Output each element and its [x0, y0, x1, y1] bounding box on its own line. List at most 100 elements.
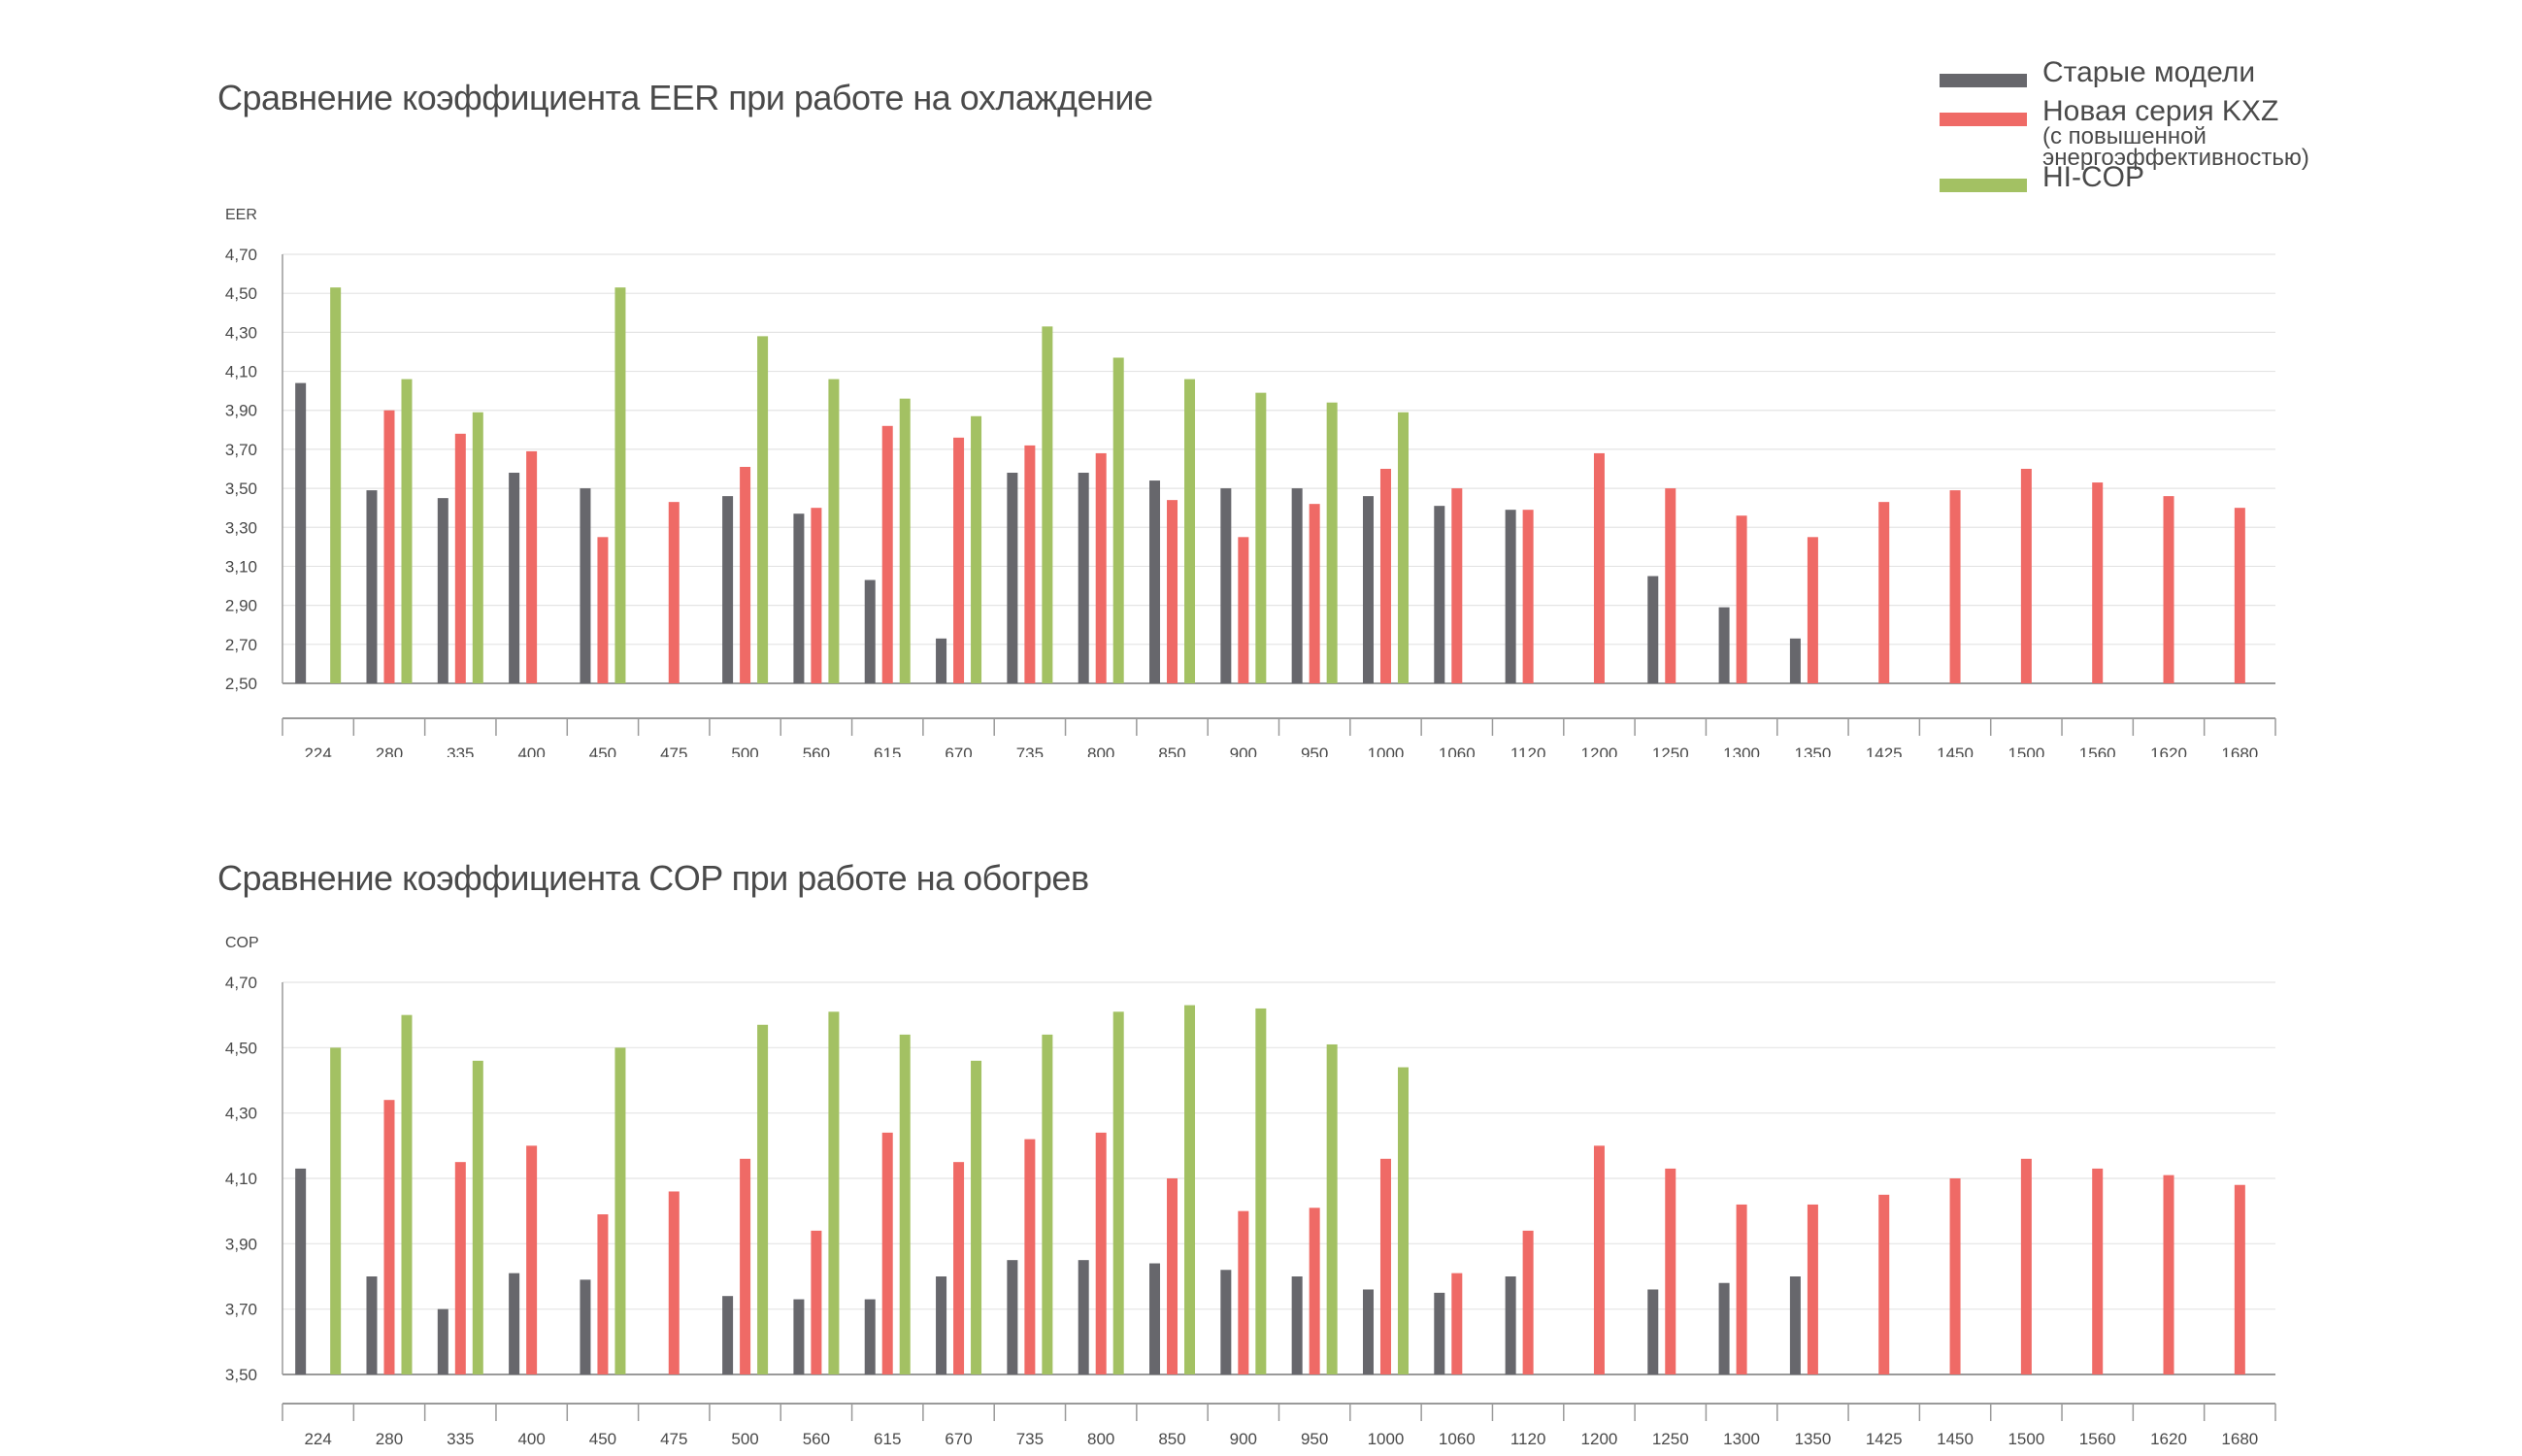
eer-y-tick-label: 3,70	[225, 441, 257, 459]
eer-bar-old	[1291, 488, 1303, 683]
eer-bar-old	[1434, 506, 1445, 683]
cop-bar-chart: COP 3,50 3,70 3,90 4,10 4,30 4,50 4,70 224 280 335…	[225, 935, 2276, 1446]
eer-x-tick-label: 1300	[1723, 745, 1760, 757]
eer-x-tick-label: 1200	[1581, 745, 1618, 757]
eer-y-tick-label: 2,90	[225, 597, 257, 615]
cop-x-tick-label: 850	[1158, 1430, 1185, 1446]
eer-bar-chart: EER 2,50 2,70 2,90 3,10 3,30 3,50 3,70 3,90 4,10 4…	[225, 207, 2276, 757]
cop-bar-old	[366, 1276, 378, 1374]
eer-y-tick-label: 3,30	[225, 518, 257, 537]
eer-bar-kxz	[1451, 488, 1463, 683]
cop-x-tick-label: 1000	[1368, 1430, 1405, 1446]
cop-bar-old	[793, 1299, 805, 1374]
eer-y-tick-label: 4,10	[225, 363, 257, 381]
eer-x-tick-label: 280	[376, 745, 403, 757]
eer-bar-kxz	[383, 410, 395, 683]
eer-x-tick-label: 800	[1087, 745, 1114, 757]
eer-bar-old	[1718, 607, 1730, 683]
eer-bar-hicop	[1397, 412, 1409, 683]
eer-x-tick-label: 1250	[1652, 745, 1689, 757]
cop-bar-old	[864, 1299, 876, 1374]
eer-bar-hicop	[1184, 379, 1196, 683]
cop-bar-old	[1078, 1260, 1089, 1374]
eer-bar-kxz	[1095, 452, 1107, 683]
eer-bar-kxz	[953, 437, 965, 683]
eer-x-tick-label: 1120	[1510, 745, 1546, 757]
eer-bar-kxz	[740, 466, 751, 683]
cop-bar-kxz	[2234, 1184, 2245, 1374]
eer-bar-old	[295, 382, 307, 683]
eer-bar-hicop	[1326, 402, 1338, 683]
eer-bar-hicop	[1255, 392, 1267, 683]
eer-x-tick-label: 1560	[2079, 745, 2116, 757]
eer-bar-kxz	[2163, 496, 2174, 683]
cop-bar-kxz	[740, 1158, 751, 1374]
eer-x-tick-label: 475	[660, 745, 687, 757]
eer-x-tick-label: 735	[1016, 745, 1044, 757]
cop-bar-hicop	[1112, 1011, 1124, 1374]
eer-bar-hicop	[614, 287, 626, 683]
eer-bar-hicop	[899, 398, 911, 683]
eer-bar-old	[1362, 496, 1374, 683]
eer-bar-old	[1078, 473, 1089, 683]
cop-bar-hicop	[1397, 1067, 1409, 1374]
cop-bar-hicop	[1184, 1005, 1196, 1374]
cop-x-tick-label: 1425	[1866, 1430, 1903, 1446]
eer-chart-title: Сравнение коэффициента EER при работе на…	[217, 78, 1153, 118]
cop-bar-hicop	[828, 1011, 840, 1374]
eer-bar-kxz	[881, 425, 893, 683]
cop-bar-hicop	[614, 1047, 626, 1374]
eer-y-tick-label: 4,50	[225, 284, 257, 303]
eer-bar-kxz	[526, 450, 538, 683]
eer-x-tick-label: 1000	[1368, 745, 1405, 757]
eer-y-tick-label: 3,10	[225, 557, 257, 576]
eer-x-tick-label: 224	[304, 745, 331, 757]
eer-bar-kxz	[1238, 537, 1249, 683]
eer-x-tick-label: 450	[589, 745, 616, 757]
cop-bar-kxz	[597, 1214, 609, 1374]
eer-x-tick-label: 900	[1230, 745, 1257, 757]
cop-bar-hicop	[899, 1034, 911, 1374]
eer-bar-old	[1505, 510, 1516, 683]
cop-bar-kxz	[881, 1132, 893, 1374]
eer-bar-old	[1220, 488, 1232, 683]
eer-bar-old	[366, 490, 378, 683]
cop-bar-old	[509, 1273, 520, 1374]
cop-bar-hicop	[757, 1024, 769, 1374]
legend-label-old-models: Старые модели	[2042, 56, 2256, 88]
eer-x-tick-label: 850	[1158, 745, 1185, 757]
cop-bar-old	[1647, 1289, 1659, 1374]
cop-y-tick-label: 4,50	[225, 1039, 257, 1057]
cop-bar-hicop	[330, 1047, 342, 1374]
cop-x-tick-label: 670	[945, 1430, 972, 1446]
cop-bar-kxz	[1167, 1178, 1178, 1374]
cop-bar-hicop	[1042, 1034, 1053, 1374]
eer-x-tick-label: 1060	[1439, 745, 1476, 757]
cop-y-tick-label: 3,90	[225, 1235, 257, 1253]
cop-x-tick-label: 1120	[1510, 1430, 1546, 1446]
eer-bar-kxz	[597, 537, 609, 683]
eer-bar-kxz	[2020, 469, 2032, 683]
cop-bar-kxz	[811, 1230, 822, 1374]
cop-x-tick-label: 1620	[2150, 1430, 2187, 1446]
cop-bar-kxz	[526, 1145, 538, 1374]
cop-y-axis-label: COP	[225, 935, 259, 951]
cop-bar-hicop	[971, 1060, 982, 1374]
eer-y-tick-label: 4,70	[225, 246, 257, 264]
legend-swatch-old-models	[1940, 74, 2027, 87]
legend-label-hi-cop: HI-COP	[2042, 161, 2144, 193]
eer-x-tick-label: 1350	[1794, 745, 1831, 757]
eer-x-tick-label: 335	[447, 745, 474, 757]
eer-bar-old	[580, 488, 591, 683]
eer-bar-kxz	[2092, 482, 2104, 683]
cop-y-tick-label: 4,10	[225, 1170, 257, 1188]
eer-bar-hicop	[330, 287, 342, 683]
cop-bar-old	[1362, 1289, 1374, 1374]
eer-y-tick-label: 3,50	[225, 480, 257, 498]
cop-x-tick-label: 280	[376, 1430, 403, 1446]
eer-x-tick-label: 950	[1301, 745, 1328, 757]
cop-bar-kxz	[1593, 1145, 1605, 1374]
cop-x-tick-label: 1060	[1439, 1430, 1476, 1446]
cop-bar-kxz	[1451, 1273, 1463, 1374]
